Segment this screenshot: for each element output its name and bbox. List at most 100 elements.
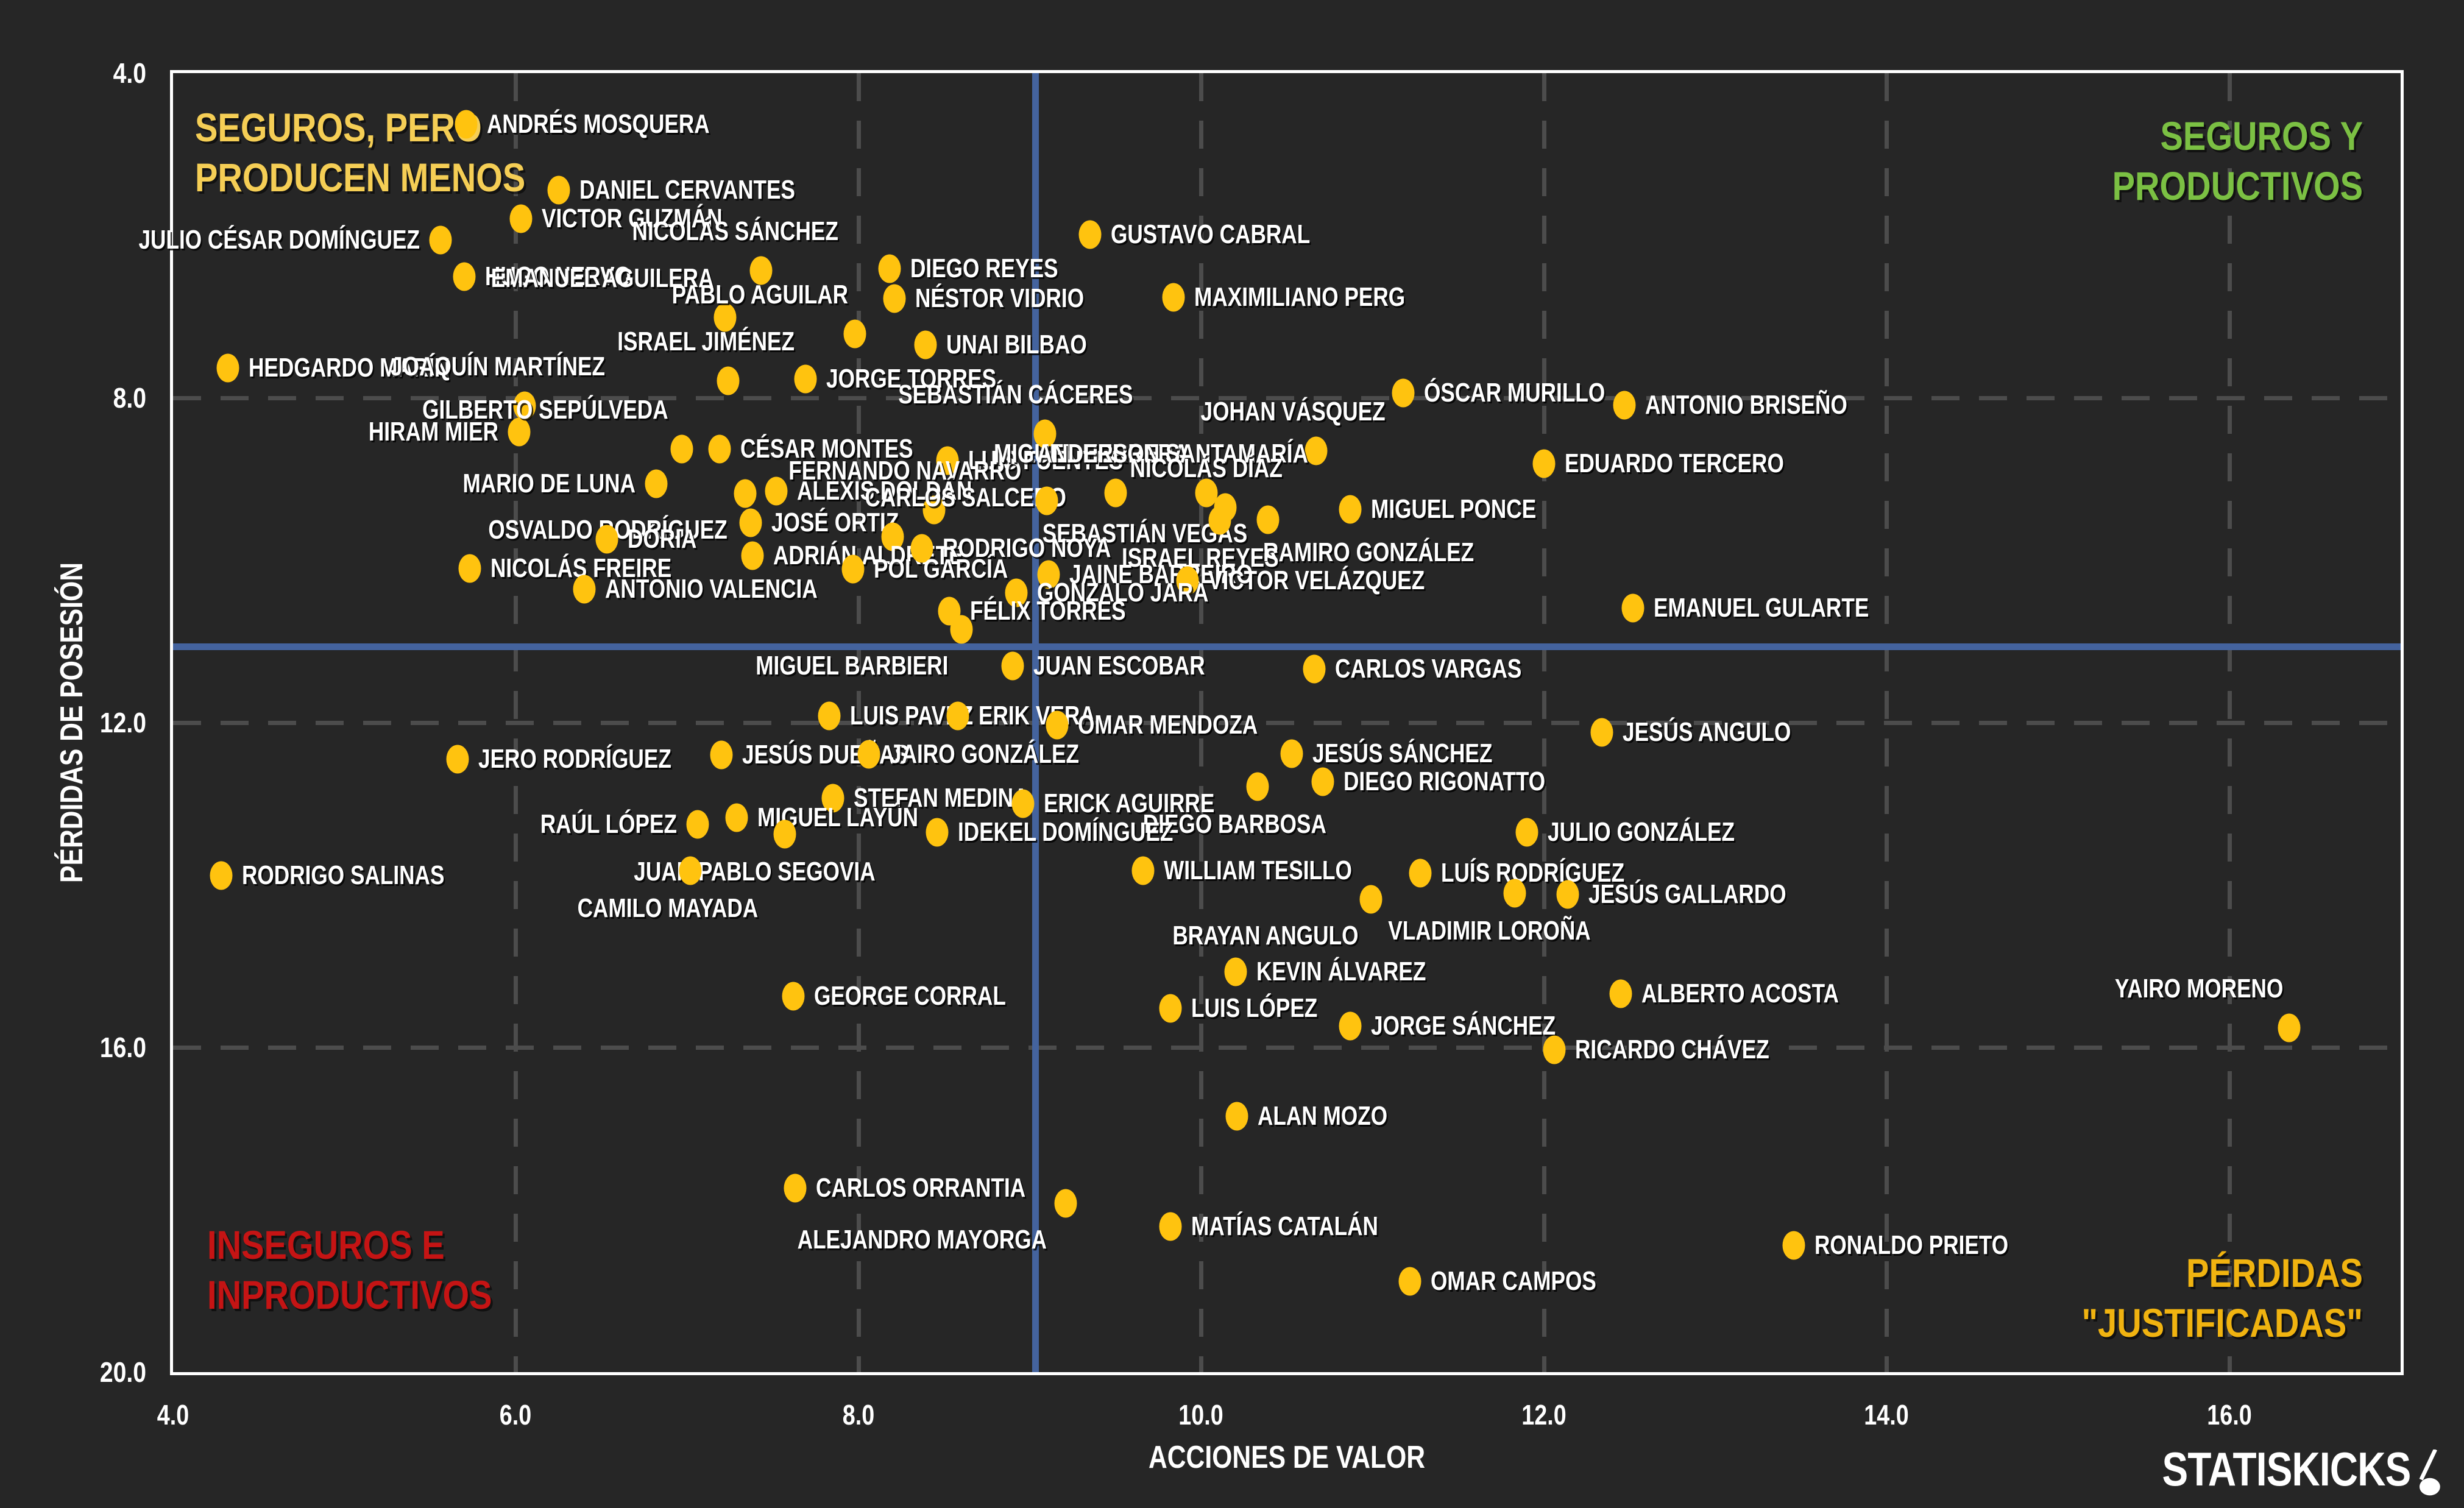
data-point-label: CARLOS VARGAS: [1334, 654, 1522, 684]
data-point-label: JORGE TORRES: [826, 364, 996, 394]
data-point-label: JAINE BARREIRO: [1069, 559, 1253, 590]
data-point-label: VICTOR GUZMÁN: [541, 203, 723, 233]
data-point-dot: [1224, 957, 1247, 986]
data-point-dot: [429, 225, 452, 255]
data-point-dot: [794, 364, 817, 394]
data-point-dot: [739, 508, 762, 537]
data-point-label: JUAN ESCOBAR: [1033, 650, 1205, 681]
y-tick-label: 8.0: [113, 382, 146, 414]
data-point-label: JORGE SÁNCHEZ: [1371, 1011, 1556, 1041]
data-point-dot: [645, 469, 668, 498]
data-point-label: ERIK VERA: [979, 701, 1096, 731]
data-point-dot: [686, 810, 709, 839]
data-point-label: UNAI BILBAO: [946, 330, 1087, 360]
data-point-label: JERO RODRÍGUEZ: [478, 743, 671, 774]
data-point-dot: [1046, 710, 1069, 740]
data-point-label: JOHAN VÁSQUEZ: [1200, 396, 1386, 427]
data-point-dot: [1078, 220, 1102, 249]
data-point-dot: [1131, 856, 1155, 885]
data-point-dot: [1162, 283, 1185, 312]
data-point-dot: [1033, 419, 1057, 448]
y-gridline-8: [173, 396, 2401, 400]
x-tick-label: 16.0: [2207, 1399, 2252, 1431]
data-point-label: PABLO AGUILAR: [671, 279, 849, 310]
crosshair-vertical-line: [1032, 73, 1039, 1372]
data-point-label: NICOLÁS DÍAZ: [1130, 453, 1283, 483]
x-tick-label: 14.0: [1864, 1399, 1910, 1431]
data-point-dot: [1054, 1189, 1077, 1218]
data-point-label: DANIEL CERVANTES: [579, 174, 795, 205]
data-point-dot: [883, 284, 906, 313]
y-tick-label: 20.0: [99, 1356, 146, 1388]
data-point-label: ALEJANDRO MAYORGA: [797, 1224, 1047, 1255]
data-point-label: ISRAEL JIMÉNEZ: [617, 327, 795, 357]
data-point-label: LUIS FUENTES: [968, 445, 1124, 475]
data-point-label: CARLOS SALCEDO: [865, 482, 1067, 512]
quadrant-label-bl: INSEGUROS E INPRODUCTIVOS: [207, 1222, 492, 1317]
data-point-dot: [1503, 879, 1526, 908]
data-point-dot: [1159, 1212, 1182, 1241]
data-point-dot: [508, 417, 531, 447]
data-point-label: EDUARDO TERCERO: [1564, 448, 1784, 478]
data-point-label: VLADIMIR LOROÑA: [1388, 915, 1591, 946]
data-point-dot: [713, 303, 737, 332]
data-point-dot: [857, 740, 880, 769]
x-tick-label: 4.0: [157, 1399, 189, 1431]
data-point-label: STEFAN MEDINA: [853, 782, 1029, 813]
data-point-dot: [1035, 486, 1058, 515]
data-point-label: ISRAEL REYES: [1122, 543, 1279, 573]
data-point-dot: [1176, 566, 1199, 595]
data-point-label: EMANUEL AGUILERA: [490, 263, 713, 294]
data-point-label: MARIO DE LUNA: [462, 469, 636, 499]
data-point-label: ANDERSON SANTAMARÍA: [1036, 438, 1308, 469]
data-point-dot: [216, 353, 239, 383]
data-point-dot: [1532, 449, 1556, 478]
data-point-dot: [1339, 495, 1362, 524]
x-tick-label: 6.0: [500, 1399, 532, 1431]
data-point-label: ALEXIS DOLDÁN: [796, 476, 972, 506]
data-point-dot: [458, 554, 481, 583]
data-point-dot: [1011, 789, 1035, 818]
data-point-label: RODRIGO SALINAS: [241, 860, 445, 890]
data-point-label: JESÚS ANGULO: [1623, 717, 1791, 747]
y-gridline-12: [173, 721, 2401, 725]
data-point-label: MIGUEL PONCE: [1371, 494, 1537, 524]
data-point-dot: [1305, 436, 1328, 465]
data-point-dot: [841, 554, 865, 584]
data-point-dot: [1515, 818, 1538, 847]
data-point-dot: [1246, 772, 1269, 801]
data-point-dot: [734, 479, 757, 508]
data-point-label: GEORGE CORRAL: [814, 981, 1006, 1011]
data-point-dot: [922, 495, 946, 525]
data-point-label: EMANUEL GULARTE: [1654, 593, 1869, 623]
data-point-label: LUÍS RODRÍGUEZ: [1441, 857, 1625, 888]
data-point-label: ANTONIO VALENCIA: [604, 574, 818, 604]
data-point-dot: [547, 175, 570, 205]
data-point-dot: [1392, 378, 1415, 408]
data-point-dot: [950, 615, 973, 644]
statiskicks-logo: STATISKICKS: [2108, 1442, 2443, 1497]
data-point-label: ÓSCAR MURILLO: [1424, 378, 1605, 408]
x-tick-label: 10.0: [1178, 1399, 1224, 1431]
data-point-dot: [1280, 739, 1303, 768]
data-point-dot: [1339, 1011, 1362, 1041]
data-point-label: WILLIAM TESILLO: [1163, 855, 1352, 885]
data-point-dot: [670, 434, 693, 464]
data-point-label: YAIRO MORENO: [2115, 974, 2284, 1004]
data-point-dot: [1159, 994, 1182, 1023]
data-point-label: GUSTAVO CABRAL: [1110, 219, 1310, 250]
data-point-dot: [1311, 767, 1334, 796]
statiskicks-wordmark: STATISKICKS: [2162, 1442, 2411, 1496]
data-point-label: SEBASTIÁN CÁCERES: [898, 379, 1133, 409]
data-point-label: JUAN PABLO SEGOVIA: [634, 856, 876, 887]
quadrant-label-tl: SEGUROS, PERO PRODUCEN MENOS: [195, 105, 526, 200]
data-point-label: RAÚL LÓPEZ: [540, 809, 677, 839]
data-point-label: JOAQUÍN MARTÍNEZ: [390, 352, 605, 382]
data-point-label: DIEGO REYES: [910, 253, 1058, 284]
data-point-label: JULIO GONZÁLEZ: [1547, 816, 1735, 847]
data-point-dot: [725, 803, 748, 832]
y-tick-label: 12.0: [99, 707, 146, 738]
crosshair-horizontal-line: [173, 643, 2401, 650]
data-point-label: NICOLÁS SÁNCHEZ: [632, 216, 838, 246]
data-point-dot: [741, 541, 764, 570]
